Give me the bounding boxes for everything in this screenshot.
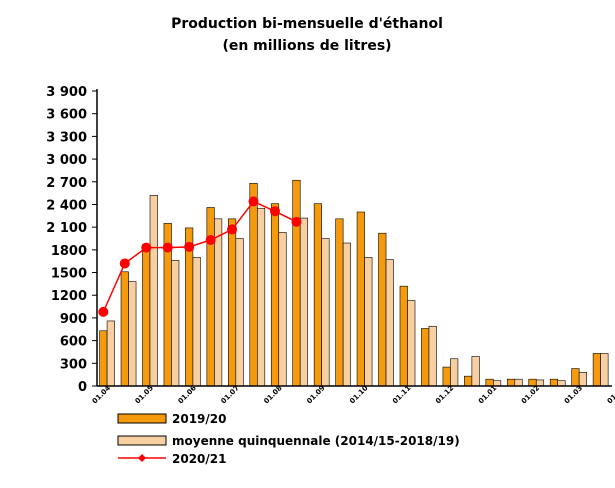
bar-average (278, 232, 287, 387)
bar-average (321, 238, 330, 387)
legend-label-average: moyenne quinquennale (2014/15-2018/19) (172, 434, 460, 448)
point-2020-21 (291, 216, 302, 227)
x-tick-label: 01.05 (134, 384, 155, 405)
x-tick-label: 01.12 (434, 384, 455, 405)
bar-average (428, 325, 437, 387)
bar-2019-20 (228, 218, 237, 387)
bar-average (535, 379, 545, 387)
point-2020-21 (205, 235, 216, 246)
x-tick-label: 01.09 (305, 384, 326, 405)
bar-average (149, 195, 158, 387)
x-tick-label: 01.04 (606, 384, 615, 405)
y-tick-label: 0 (78, 380, 87, 395)
y-tick-label: 600 (60, 335, 87, 350)
bar-2019-20 (464, 375, 473, 387)
axes (96, 89, 612, 387)
y-tick-label: 3 900 (46, 85, 87, 100)
x-tick-label: 01.06 (177, 384, 198, 405)
y-tick-label: 2 400 (46, 198, 87, 213)
bar-average (557, 380, 566, 387)
bar-average (385, 259, 394, 387)
point-2020-21 (119, 258, 130, 269)
bar-average (471, 356, 480, 387)
x-tick-label: 01.04 (91, 384, 112, 405)
x-tick-label: 01.07 (220, 384, 241, 405)
bar-2019-20 (592, 353, 601, 387)
bar-2019-20 (120, 271, 129, 387)
bar-average (342, 242, 351, 387)
legend-label-2020-21: 2020/21 (172, 452, 226, 466)
legend-label-2019-20: 2019/20 (172, 412, 226, 426)
y-tick-label: 3 600 (46, 108, 87, 123)
bar-2019-20 (292, 179, 301, 387)
bar-average (214, 218, 223, 387)
bar-2019-20 (249, 182, 258, 387)
bar-average (600, 353, 609, 387)
y-tick-label: 2 100 (46, 221, 87, 236)
x-tick-label: 01.08 (262, 384, 283, 405)
y-tick-label: 3 300 (46, 130, 87, 145)
x-tick-label: 01.11 (391, 384, 412, 405)
bar-2019-20 (378, 232, 387, 387)
bar-average (493, 380, 502, 387)
bar-average (171, 260, 180, 387)
point-2020-21 (98, 306, 109, 317)
bar-2019-20 (356, 211, 365, 387)
legend: 2019/20 moyenne quinquennale (2014/15-20… (117, 412, 460, 466)
bar-average (192, 257, 201, 387)
x-tick-label: 01.10 (348, 384, 369, 405)
bar-2019-20 (99, 330, 108, 387)
x-tick-label: 01.01 (477, 384, 498, 405)
bar-average (364, 257, 373, 387)
line-2020-21 (102, 200, 297, 313)
point-2020-21 (162, 242, 173, 253)
bar-average (235, 238, 244, 387)
point-2020-21 (269, 206, 280, 217)
bar-2019-20 (549, 378, 559, 387)
bar-average (299, 217, 309, 387)
bar-2019-20 (270, 203, 280, 387)
bar-average (514, 378, 523, 387)
bar-average (450, 358, 459, 387)
legend-swatch-2019-20 (117, 413, 167, 424)
y-tick-label: 900 (60, 312, 87, 327)
x-axis-ticks: 01.04 01.05 01.06 01.07 01.08 01.09 01.10 01.11… (91, 384, 615, 405)
bar-2019-20 (206, 207, 215, 387)
point-2020-21 (141, 242, 152, 253)
bars (99, 179, 609, 387)
point-2020-21 (227, 224, 238, 235)
y-tick-label: 1200 (51, 289, 87, 304)
legend-swatch-average (117, 435, 167, 446)
y-tick-label: 1800 (51, 244, 87, 259)
y-tick-label: 300 (60, 357, 87, 372)
x-tick-label: 01.02 (520, 384, 541, 405)
point-2020-21 (184, 241, 195, 252)
line-series (98, 196, 302, 317)
bar-2019-20 (442, 366, 451, 387)
legend-marker-2020-21 (138, 454, 146, 462)
bar-2019-20 (421, 328, 430, 387)
bar-average (407, 300, 416, 387)
x-tick-label: 01.03 (563, 384, 584, 405)
chart-title: Production bi-mensuelle d'éthanol (171, 16, 443, 32)
bar-average (256, 207, 266, 387)
y-axis-ticks: 0 300 600 900 1200 1500 1800 2 100 2 400 2 700 3 0… (46, 85, 97, 395)
bar-average (578, 372, 587, 387)
bar-2019-20 (506, 378, 516, 387)
bar-2019-20 (571, 368, 580, 387)
bar-2019-20 (399, 285, 408, 387)
y-tick-label: 1500 (51, 267, 87, 282)
bar-2019-20 (313, 203, 322, 387)
bar-2019-20 (335, 218, 344, 387)
point-2020-21 (248, 196, 259, 207)
y-tick-label: 2 700 (46, 176, 87, 191)
bar-average (128, 281, 137, 387)
y-tick-label: 3 000 (46, 153, 87, 168)
bar-average (106, 320, 115, 387)
bar-2019-20 (142, 244, 151, 387)
chart-subtitle: (en millions de litres) (222, 38, 391, 54)
